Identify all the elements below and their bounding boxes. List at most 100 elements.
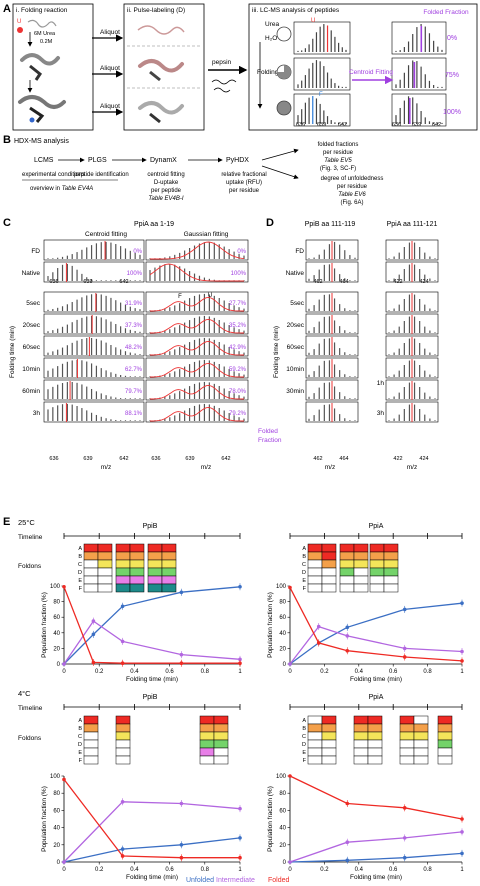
a-frac-75: 75%	[445, 72, 459, 79]
panel-b-letter: B	[3, 134, 11, 146]
c-tick: 642	[119, 456, 128, 462]
a-tick-642: 642	[338, 122, 347, 128]
foldon-cell	[353, 715, 369, 725]
e-point-folded	[288, 585, 292, 590]
foldon-cell	[115, 583, 131, 593]
c-centroid-frame	[43, 291, 145, 313]
foldon-cell	[399, 755, 415, 765]
foldons-label-25: Foldons	[18, 563, 42, 570]
foldon-letter: F	[79, 586, 83, 592]
labeled-protein-3-icon	[138, 101, 184, 124]
e-temp-25: 25°C	[18, 518, 35, 527]
foldon-cell	[437, 731, 453, 741]
d-tick: 422	[393, 456, 402, 462]
a-frac-0: 0%	[447, 35, 457, 42]
foldon-letter: D	[302, 570, 306, 576]
foldon-cell	[321, 715, 337, 725]
foldon-cell	[367, 739, 383, 749]
e-x-tick-label: 0.4	[130, 867, 139, 873]
dynamx-table: Table EV4B-I	[148, 196, 183, 202]
foldon-cell	[399, 739, 415, 749]
c-centroid-pct: 62.7%	[125, 367, 143, 373]
e-y-tick-label: 20	[279, 843, 286, 849]
e-x-tick-label: 0.2	[320, 867, 329, 873]
c-centroid-frame	[43, 313, 145, 335]
step1-title: i. Folding reaction	[16, 7, 68, 14]
foldon-cell	[115, 747, 131, 757]
foldon-cell	[97, 551, 113, 561]
foldon-letter: B	[302, 554, 306, 560]
foldon-cell	[213, 739, 229, 749]
urea-label: Urea	[265, 21, 279, 28]
pyhdx-line1: relative fractional	[221, 172, 266, 178]
e-y-tick-label: 80	[279, 600, 286, 606]
e-y-tick-label: 0	[57, 662, 61, 668]
foldon-cell	[413, 747, 429, 757]
foldon-cell	[367, 747, 383, 757]
e-ylabel: Population fraction (%)	[267, 786, 274, 852]
a-tick-636: 636	[296, 122, 305, 128]
d-tick: 462	[313, 456, 322, 462]
c-gauss-pct: 42.9%	[229, 345, 247, 351]
foldon-cell	[129, 543, 145, 553]
lcms-box	[248, 3, 478, 131]
d-row-label-3h: 3h	[377, 410, 385, 417]
foldon-letter: B	[78, 554, 82, 560]
e-point-intermediate	[62, 860, 66, 864]
foldon-cell	[199, 739, 215, 749]
a-u-marker: U	[311, 18, 315, 24]
c-gauss-pct: 59.2%	[229, 367, 247, 373]
foldon-letter: A	[302, 546, 306, 552]
foldon-cell	[353, 747, 369, 757]
out1-ref: (Fig. 3, SC-F)	[320, 166, 356, 172]
c-centroid-frame	[43, 379, 145, 401]
c-spectra-grid: FD 0% 0% Native 100% 100% 5sec 31.9% 27.7% 20sec 3…	[22, 239, 249, 462]
foldon-cell	[307, 739, 323, 749]
foldon-cell	[307, 559, 323, 569]
c-col2: Gaussian fitting	[184, 231, 229, 238]
pie-100-icon	[276, 100, 292, 116]
foldon-cell	[97, 567, 113, 577]
foldon-cell	[147, 567, 163, 577]
peptide-squiggle-icon	[213, 87, 231, 93]
foldon-letter: F	[303, 586, 307, 592]
e-x-tick-label: 0	[62, 669, 66, 675]
e-ylabel: Population fraction (%)	[41, 786, 48, 852]
foldon-cell	[83, 583, 99, 593]
e-y-tick-label: 20	[279, 646, 286, 652]
d-row-label-1h: 1h	[377, 380, 385, 387]
foldon-cell	[339, 551, 355, 561]
c-gauss-pct: 78.0%	[229, 389, 247, 395]
foldon-letter: D	[78, 570, 82, 576]
foldon-cell	[339, 567, 355, 577]
intermediate-protein-icon	[20, 53, 60, 81]
folded-protein-icon	[18, 95, 66, 123]
e-x-tick-label: 0.4	[130, 669, 139, 675]
pie-75-icon	[276, 64, 292, 80]
a-right-frame	[391, 57, 447, 91]
c-gauss-fit	[150, 384, 244, 400]
e-point-intermediate	[288, 662, 292, 666]
foldon-cell	[161, 551, 177, 561]
foldon-cell	[83, 575, 99, 585]
c-mz-2: m/z	[201, 464, 211, 471]
c-tick: 636	[49, 456, 58, 462]
foldon-cell	[399, 715, 415, 725]
foldon-cell	[115, 723, 131, 733]
c-gauss-frame	[145, 239, 249, 261]
e-point-folded	[62, 584, 66, 589]
a-f-marker: F	[319, 92, 323, 98]
foldon-cell	[369, 567, 385, 577]
foldon-cell	[383, 583, 399, 593]
foldon-letter: E	[302, 578, 306, 584]
c-row-label: Native	[22, 270, 41, 277]
e-y-tick-label: 0	[283, 662, 287, 668]
foldon-cell	[353, 583, 369, 593]
labeled-protein-2-icon	[138, 59, 184, 82]
e-x-tick-label: 0	[288, 669, 292, 675]
legend-intermediate: Intermediate	[216, 877, 255, 884]
e-x-tick-label: 0.8	[201, 867, 210, 873]
exp-conditions: experimental conditions	[22, 172, 85, 178]
foldon-cell	[199, 755, 215, 765]
